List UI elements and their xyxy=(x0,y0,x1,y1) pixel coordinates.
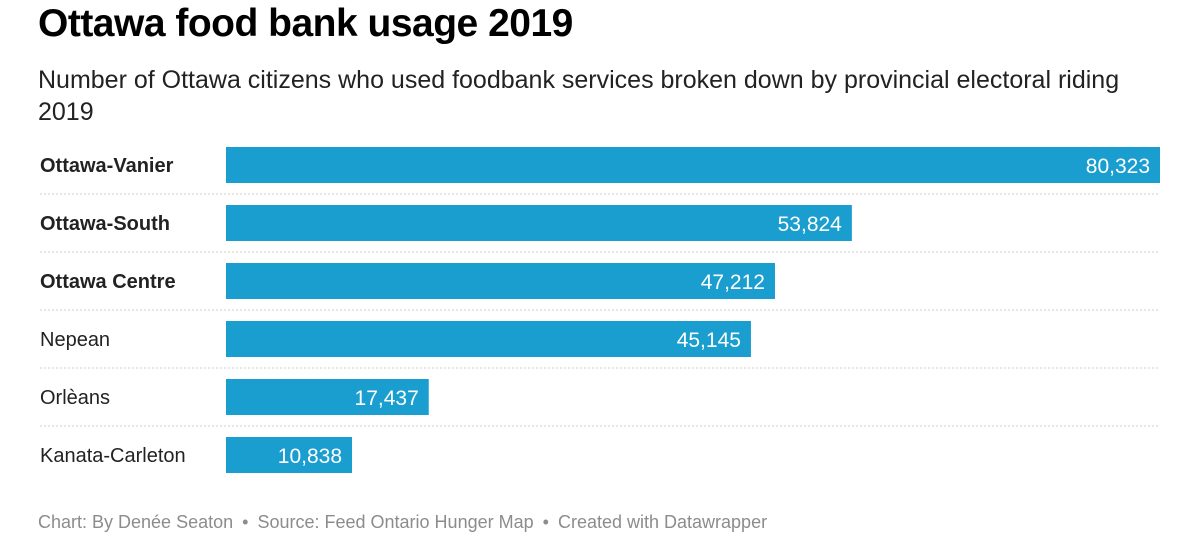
category-label: Ottawa-South xyxy=(40,213,170,235)
chart-credit: Chart: By Denée Seaton xyxy=(38,512,234,532)
bar xyxy=(226,379,429,415)
footer-separator: • xyxy=(242,512,249,532)
bar-chart: Ottawa-Vanier 80,323 Ottawa-South 53,824 Ott… xyxy=(40,147,1160,473)
created-with-link[interactable]: Created with Datawrapper xyxy=(557,512,768,532)
bar-value-label: 80,323 xyxy=(1086,155,1150,178)
category-label: Orlèans xyxy=(40,387,110,409)
chart-source: Source: Feed Ontario Hunger Map xyxy=(257,512,534,532)
chart-subtitle: Number of Ottawa citizens who used foodb… xyxy=(38,66,1120,126)
bar xyxy=(226,147,1160,183)
bar xyxy=(226,263,775,299)
bar-value-label: 17,437 xyxy=(355,387,419,410)
bar-value-label: 10,838 xyxy=(278,445,342,468)
footer-separator: • xyxy=(542,512,549,532)
category-label: Kanata-Carleton xyxy=(40,445,186,467)
category-label: Ottawa-Vanier xyxy=(40,155,174,177)
category-label: Ottawa Centre xyxy=(40,271,176,293)
chart-title: Ottawa food bank usage 2019 xyxy=(38,2,573,45)
category-label: Nepean xyxy=(40,329,110,351)
bar xyxy=(226,205,852,241)
bar xyxy=(226,321,751,357)
chart-footer: Chart: By Denée Seaton • Source: Feed On… xyxy=(38,512,767,533)
bar-value-label: 45,145 xyxy=(677,329,741,352)
bar-value-label: 53,824 xyxy=(778,213,843,236)
bar xyxy=(226,437,353,473)
bar-value-label: 47,212 xyxy=(701,271,765,294)
